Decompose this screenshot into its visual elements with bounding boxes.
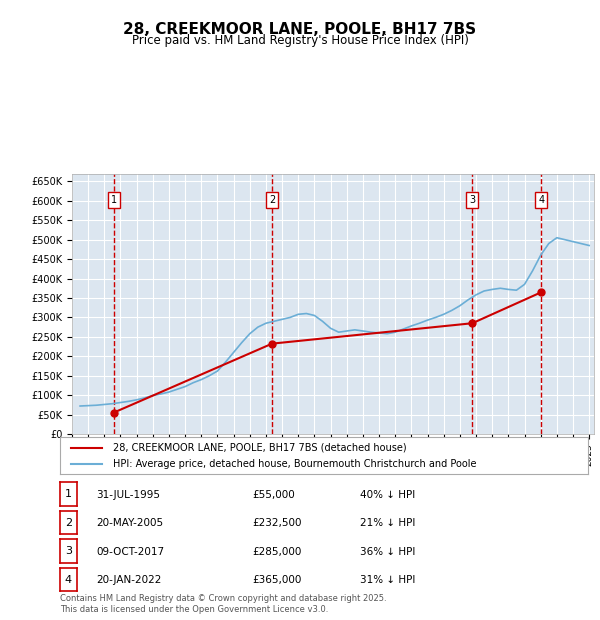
Text: £55,000: £55,000 — [252, 490, 295, 500]
Text: 21% ↓ HPI: 21% ↓ HPI — [360, 518, 415, 528]
Text: Contains HM Land Registry data © Crown copyright and database right 2025.
This d: Contains HM Land Registry data © Crown c… — [60, 595, 386, 614]
Text: 20-JAN-2022: 20-JAN-2022 — [96, 575, 161, 585]
Text: £232,500: £232,500 — [252, 518, 302, 528]
Text: Price paid vs. HM Land Registry's House Price Index (HPI): Price paid vs. HM Land Registry's House … — [131, 34, 469, 47]
Text: 1: 1 — [110, 195, 117, 205]
Text: £365,000: £365,000 — [252, 575, 301, 585]
Text: 09-OCT-2017: 09-OCT-2017 — [96, 547, 164, 557]
Text: 4: 4 — [65, 575, 72, 585]
Text: 28, CREEKMOOR LANE, POOLE, BH17 7BS (detached house): 28, CREEKMOOR LANE, POOLE, BH17 7BS (det… — [113, 443, 406, 453]
Text: 3: 3 — [469, 195, 475, 205]
Text: 40% ↓ HPI: 40% ↓ HPI — [360, 490, 415, 500]
Text: 20-MAY-2005: 20-MAY-2005 — [96, 518, 163, 528]
Text: HPI: Average price, detached house, Bournemouth Christchurch and Poole: HPI: Average price, detached house, Bour… — [113, 459, 476, 469]
Text: 31-JUL-1995: 31-JUL-1995 — [96, 490, 160, 500]
Text: £285,000: £285,000 — [252, 547, 301, 557]
Text: 31% ↓ HPI: 31% ↓ HPI — [360, 575, 415, 585]
Text: 3: 3 — [65, 546, 72, 556]
Text: 36% ↓ HPI: 36% ↓ HPI — [360, 547, 415, 557]
Text: 2: 2 — [65, 518, 72, 528]
Text: 1: 1 — [65, 489, 72, 499]
Text: 28, CREEKMOOR LANE, POOLE, BH17 7BS: 28, CREEKMOOR LANE, POOLE, BH17 7BS — [124, 22, 476, 37]
Text: 2: 2 — [269, 195, 275, 205]
Text: 4: 4 — [538, 195, 545, 205]
